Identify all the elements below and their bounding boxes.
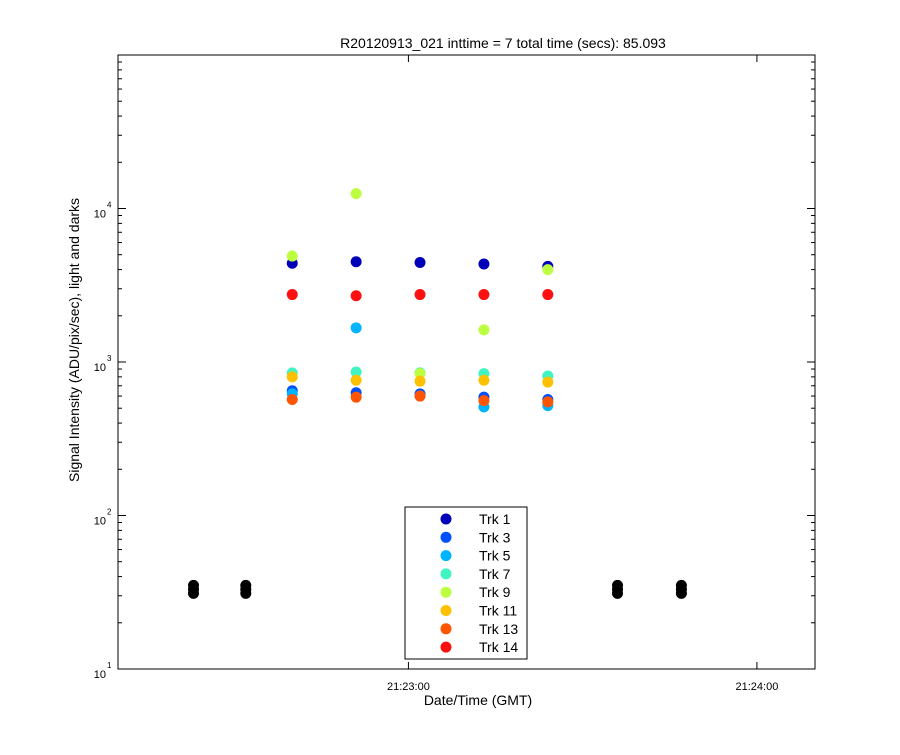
legend-marker bbox=[440, 531, 452, 543]
data-point bbox=[350, 188, 362, 200]
legend-label: Trk 3 bbox=[479, 529, 511, 545]
data-points bbox=[188, 188, 687, 599]
chart-title: R20120913_021 inttime = 7 total time (se… bbox=[340, 35, 666, 51]
legend-box bbox=[404, 506, 528, 660]
legend-marker bbox=[440, 568, 452, 580]
x-tick-labels: 21:23:00 21:24:00 bbox=[387, 681, 778, 693]
x-tick-label: 21:23:00 bbox=[387, 681, 430, 693]
legend-marker bbox=[440, 550, 452, 562]
data-point bbox=[350, 322, 362, 334]
dark-point bbox=[612, 587, 624, 599]
y-tick-label-exponent: 1 bbox=[107, 661, 112, 670]
data-point bbox=[478, 395, 490, 407]
data-point bbox=[286, 371, 298, 383]
legend-label: Trk 5 bbox=[479, 548, 511, 564]
legend-marker bbox=[440, 513, 452, 525]
data-point bbox=[350, 290, 362, 302]
data-point bbox=[414, 289, 426, 301]
data-point bbox=[542, 264, 554, 276]
x-axis-label: Date/Time (GMT) bbox=[424, 692, 532, 708]
legend: Trk 1 Trk 3 Trk 5 Trk 7 Trk 9 Trk 11 Trk 13 Trk… bbox=[404, 506, 528, 660]
series-trk-13 bbox=[286, 390, 554, 408]
y-tick-label-exponent: 4 bbox=[107, 201, 112, 210]
series-trk-14 bbox=[286, 289, 554, 302]
data-point bbox=[414, 256, 426, 268]
data-point bbox=[478, 324, 490, 336]
data-point bbox=[414, 375, 426, 387]
data-point bbox=[478, 258, 490, 270]
legend-marker bbox=[440, 641, 452, 653]
y-tick-label-exponent: 3 bbox=[107, 354, 112, 363]
y-tick-label-exponent: 2 bbox=[107, 508, 112, 517]
legend-marker bbox=[440, 586, 452, 598]
data-point bbox=[350, 374, 362, 386]
legend-label: Trk 7 bbox=[479, 566, 511, 582]
data-point bbox=[350, 256, 362, 268]
dark-point bbox=[188, 587, 200, 599]
data-point bbox=[414, 368, 426, 380]
data-point bbox=[542, 376, 554, 388]
series-trk-11 bbox=[286, 371, 554, 388]
plot-frame bbox=[117, 54, 816, 670]
legend-label: Trk 13 bbox=[479, 621, 518, 637]
data-point bbox=[542, 396, 554, 408]
legend-marker bbox=[440, 623, 452, 635]
dark-point bbox=[240, 587, 252, 599]
legend-label: Trk 1 bbox=[479, 511, 511, 527]
data-point bbox=[478, 374, 490, 386]
data-point bbox=[350, 366, 362, 378]
data-point bbox=[286, 289, 298, 301]
series-trk-9 bbox=[286, 188, 554, 380]
data-point bbox=[286, 393, 298, 405]
series-darks bbox=[188, 579, 687, 599]
data-point bbox=[478, 289, 490, 301]
data-point bbox=[286, 250, 298, 262]
legend-label: Trk 9 bbox=[479, 584, 511, 600]
y-tick-label: 10 bbox=[94, 209, 106, 221]
axis-ticks bbox=[118, 55, 815, 669]
y-tick-label: 10 bbox=[94, 362, 106, 374]
y-axis-label: Signal Intensity (ADU/pix/sec), light an… bbox=[66, 198, 82, 482]
x-tick-label: 21:24:00 bbox=[736, 681, 779, 693]
legend-marker bbox=[440, 605, 452, 616]
y-tick-label: 10 bbox=[94, 516, 106, 528]
y-tick-label: 10 bbox=[94, 669, 106, 681]
dark-point bbox=[675, 587, 687, 599]
legend-label: Trk 14 bbox=[479, 639, 518, 655]
data-point bbox=[542, 289, 554, 301]
data-point bbox=[414, 390, 426, 402]
legend-label: Trk 11 bbox=[479, 603, 517, 619]
data-point bbox=[350, 391, 362, 403]
